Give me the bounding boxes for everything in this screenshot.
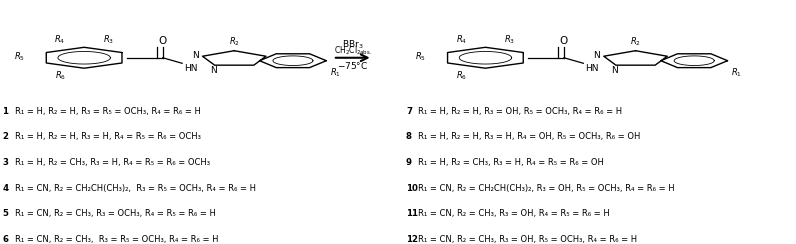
Text: R₁ = CN, R₂ = CH₃,  R₃ = R₅ = OCH₃, R₄ = R₆ = H: R₁ = CN, R₂ = CH₃, R₃ = R₅ = OCH₃, R₄ = … [15, 235, 218, 244]
Text: $R_5$: $R_5$ [416, 51, 427, 63]
Text: O: O [158, 36, 167, 46]
Text: HN: HN [585, 64, 599, 73]
Text: $R_2$: $R_2$ [228, 36, 240, 49]
Text: O: O [560, 36, 568, 46]
Text: N: N [209, 66, 217, 75]
Text: $R_4$: $R_4$ [54, 34, 66, 46]
Text: N: N [611, 66, 618, 75]
Text: R₁ = CN, R₂ = CH₂CH(CH₃)₂,  R₃ = R₅ = OCH₃, R₄ = R₆ = H: R₁ = CN, R₂ = CH₂CH(CH₃)₂, R₃ = R₅ = OCH… [15, 183, 256, 193]
Text: $R_5$: $R_5$ [14, 51, 25, 63]
Text: $R_4$: $R_4$ [456, 34, 467, 46]
Text: R₁ = H, R₂ = CH₃, R₃ = H, R₄ = R₅ = R₆ = OCH₃: R₁ = H, R₂ = CH₃, R₃ = H, R₄ = R₅ = R₆ =… [15, 158, 210, 167]
Text: R₁ = H, R₂ = H, R₃ = H, R₄ = OH, R₅ = OCH₃, R₆ = OH: R₁ = H, R₂ = H, R₃ = H, R₄ = OH, R₅ = OC… [418, 132, 640, 141]
Text: $R_1$: $R_1$ [330, 66, 341, 79]
Text: $R_3$: $R_3$ [103, 34, 114, 46]
Text: $R_6$: $R_6$ [456, 70, 467, 82]
Text: R₁ = CN, R₂ = CH₂CH(CH₃)₂, R₃ = OH, R₅ = OCH₃, R₄ = R₆ = H: R₁ = CN, R₂ = CH₂CH(CH₃)₂, R₃ = OH, R₅ =… [418, 183, 674, 193]
Text: R₁ = CN, R₂ = CH₃, R₃ = OH, R₄ = R₅ = R₆ = H: R₁ = CN, R₂ = CH₃, R₃ = OH, R₄ = R₅ = R₆… [418, 209, 610, 218]
Text: HN: HN [184, 64, 197, 73]
Text: R₁ = H, R₂ = H, R₃ = OH, R₅ = OCH₃, R₄ = R₆ = H: R₁ = H, R₂ = H, R₃ = OH, R₅ = OCH₃, R₄ =… [418, 107, 622, 115]
Text: R₁ = CN, R₂ = CH₃, R₃ = OCH₃, R₄ = R₅ = R₆ = H: R₁ = CN, R₂ = CH₃, R₃ = OCH₃, R₄ = R₅ = … [15, 209, 216, 218]
Text: $R_6$: $R_6$ [54, 70, 65, 82]
Text: 7: 7 [406, 107, 412, 115]
Text: N: N [192, 51, 198, 60]
Text: 11: 11 [406, 209, 418, 218]
Text: R₁ = H, R₂ = CH₃, R₃ = H, R₄ = R₅ = R₆ = OH: R₁ = H, R₂ = CH₃, R₃ = H, R₄ = R₅ = R₆ =… [418, 158, 603, 167]
Text: R₁ = H, R₂ = H, R₃ = H, R₄ = R₅ = R₆ = OCH₃: R₁ = H, R₂ = H, R₃ = H, R₄ = R₅ = R₆ = O… [15, 132, 201, 141]
Text: N: N [593, 51, 600, 60]
Text: 3: 3 [2, 158, 8, 167]
Text: 8: 8 [406, 132, 412, 141]
Text: $R_2$: $R_2$ [630, 36, 641, 49]
Text: $R_1$: $R_1$ [731, 66, 742, 79]
Text: 6: 6 [2, 235, 8, 244]
Text: 12: 12 [406, 235, 418, 244]
Text: $R_3$: $R_3$ [504, 34, 515, 46]
Text: $-$75°C: $-$75°C [337, 60, 369, 71]
Text: 2: 2 [2, 132, 8, 141]
Text: 4: 4 [2, 183, 9, 193]
Text: R₁ = CN, R₂ = CH₃, R₃ = OH, R₅ = OCH₃, R₄ = R₆ = H: R₁ = CN, R₂ = CH₃, R₃ = OH, R₅ = OCH₃, R… [418, 235, 637, 244]
Text: R₁ = H, R₂ = H, R₃ = R₅ = OCH₃, R₄ = R₆ = H: R₁ = H, R₂ = H, R₃ = R₅ = OCH₃, R₄ = R₆ … [15, 107, 201, 115]
Text: CH$_2$Cl$_{2\mathrm{abs.}}$: CH$_2$Cl$_{2\mathrm{abs.}}$ [334, 44, 372, 57]
Text: 9: 9 [406, 158, 412, 167]
Text: BBr$_3$: BBr$_3$ [342, 39, 364, 51]
Text: 5: 5 [2, 209, 8, 218]
Text: 1: 1 [2, 107, 8, 115]
Text: 10: 10 [406, 183, 418, 193]
